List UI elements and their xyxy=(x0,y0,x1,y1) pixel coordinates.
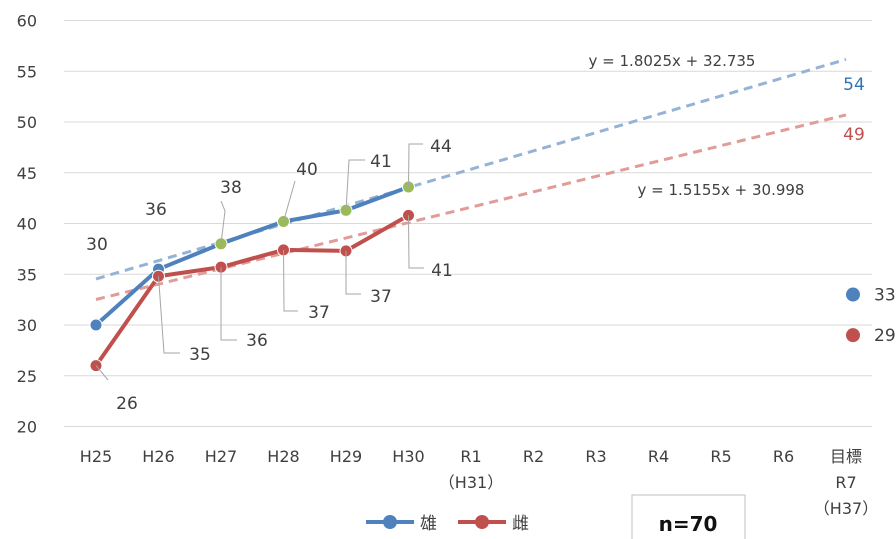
leader-line xyxy=(220,267,237,341)
x-tick-label: H25 xyxy=(80,447,112,466)
sample-size-frame xyxy=(631,494,746,539)
trend-lines xyxy=(95,57,847,301)
y-tick-label: 30 xyxy=(17,316,37,335)
x-tick-label: H26 xyxy=(142,447,174,466)
leader-line xyxy=(408,143,423,187)
trend-equation: y = 1.8025x + 32.735 xyxy=(589,52,756,70)
leader-line xyxy=(345,159,365,211)
leader-line xyxy=(283,249,298,312)
legend-marker xyxy=(475,515,489,529)
data-label: 30 xyxy=(86,235,108,255)
y-tick-label: 25 xyxy=(17,367,37,386)
x-tick-label: R1 xyxy=(460,447,481,466)
legend-label: 雄 xyxy=(420,514,437,534)
data-label: 41 xyxy=(431,261,453,281)
legend: 雄雌 xyxy=(366,514,529,534)
leader-line xyxy=(408,215,424,269)
y-tick-label: 60 xyxy=(17,12,37,31)
x-tick-label: R3 xyxy=(585,447,606,466)
data-label: 37 xyxy=(370,287,392,307)
x-tick-label: R4 xyxy=(648,447,669,466)
target-label: 29 xyxy=(874,326,896,346)
target-label: 33 xyxy=(874,286,896,306)
x-tick-label: R6 xyxy=(773,447,794,466)
series-line xyxy=(94,213,410,367)
y-tick-label: 55 xyxy=(17,62,37,81)
leader-line xyxy=(345,250,361,295)
x-axis-ticks: H25 H26 H27 H28 H29 H30 R1 （H31） R2 R3 R4 R5 R6 目標 R7 （… xyxy=(80,447,878,518)
data-label: 40 xyxy=(296,160,318,180)
x-tick-sublabel: R7 xyxy=(835,473,856,492)
data-label: 37 xyxy=(308,303,330,323)
series-line xyxy=(94,185,410,327)
leader-line xyxy=(283,180,296,222)
trend-end-label: 54 xyxy=(843,75,865,95)
data-label: 41 xyxy=(370,152,392,172)
data-label: 44 xyxy=(430,137,452,157)
leader-line xyxy=(95,365,109,381)
data-label: 35 xyxy=(189,345,211,365)
target-point xyxy=(846,328,860,343)
y-tick-label: 45 xyxy=(17,164,37,183)
data-label: 36 xyxy=(246,331,268,351)
sample-size-label: n=70 xyxy=(659,512,718,536)
legend-marker xyxy=(383,515,397,529)
data-label: 36 xyxy=(145,200,167,220)
gridlines xyxy=(64,20,872,427)
x-tick-label: R2 xyxy=(523,447,544,466)
y-tick-label: 40 xyxy=(17,215,37,234)
trend-line xyxy=(95,57,847,281)
x-tick-label: H28 xyxy=(267,447,299,466)
y-tick-label: 20 xyxy=(17,418,37,437)
trend-equation: y = 1.5155x + 30.998 xyxy=(638,181,805,199)
x-tick-sublabel: （H31） xyxy=(439,473,503,492)
sample-size-box: n=70 xyxy=(631,494,746,539)
trend-line xyxy=(95,113,847,301)
data-label: 26 xyxy=(116,394,138,414)
leader-line xyxy=(220,200,226,244)
series-lines xyxy=(94,185,410,367)
data-label: 38 xyxy=(220,178,242,198)
legend-label: 雌 xyxy=(512,514,529,534)
y-tick-label: 35 xyxy=(17,265,37,284)
x-tick-label: R5 xyxy=(710,447,731,466)
x-tick-label: 目標 xyxy=(830,447,862,466)
x-tick-label: H30 xyxy=(392,447,424,466)
y-tick-label: 50 xyxy=(17,113,37,132)
trend-end-label: 49 xyxy=(843,125,865,145)
data-labels: 33 29 30 36 38 40 41 44 26 35 36 37 37 41 y = 1.8025x … xyxy=(86,52,895,414)
data-point xyxy=(89,318,103,332)
x-tick-label: H27 xyxy=(205,447,237,466)
leader-line xyxy=(158,276,180,354)
series-points xyxy=(89,180,860,373)
target-point xyxy=(846,287,860,302)
y-axis-ticks: 20 25 30 35 40 45 50 55 60 xyxy=(17,12,37,437)
x-tick-label: H29 xyxy=(330,447,362,466)
x-tick-sublabel: （H37） xyxy=(814,499,878,518)
